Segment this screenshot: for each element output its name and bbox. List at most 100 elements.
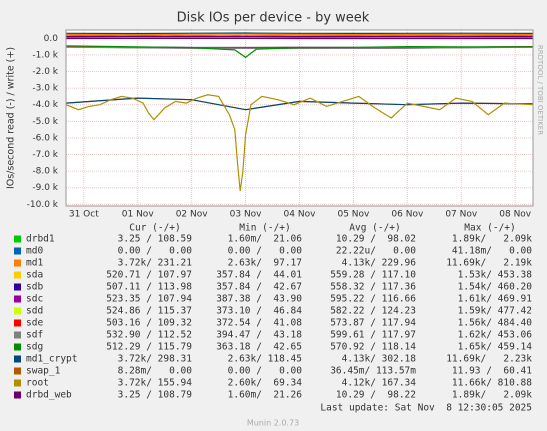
series-line xyxy=(65,94,534,192)
legend-name: drbd_web xyxy=(26,390,72,401)
legend-swatch xyxy=(14,391,21,399)
y-tick-label: -1.0 k xyxy=(32,50,58,60)
y-tick-label: -4.0 k xyxy=(32,100,58,110)
legend-swatch xyxy=(14,379,21,387)
legend-value: 507.11 / 113.98 xyxy=(106,282,192,293)
y-tick-label: -7.0 k xyxy=(32,150,58,160)
y-tick-label: -3.0 k xyxy=(32,84,58,94)
legend-value: 503.16 / 109.32 xyxy=(106,318,192,329)
y-tick-label: -10.0 k xyxy=(27,200,59,210)
side-label: RRDTOOL / TOBI OETIKER xyxy=(536,45,544,135)
legend-value: 10.29 / 98.02 xyxy=(336,234,416,245)
legend-value: 532.90 / 112.52 xyxy=(106,330,192,341)
legend-value: 1.60m/ 21.06 xyxy=(228,234,303,245)
legend-value: 3.25 / 108.79 xyxy=(118,390,193,401)
legend-name: sdf xyxy=(26,330,43,341)
series-line xyxy=(65,97,534,111)
y-tick-label: -2.0 k xyxy=(32,67,58,77)
legend-value: 4.12k/ 167.34 xyxy=(342,378,417,389)
legend-value: 4.13k/ 229.96 xyxy=(342,258,417,269)
legend-header: Avg (-/+) xyxy=(349,223,400,234)
series-line xyxy=(65,46,534,49)
y-tick-label: -9.0 k xyxy=(32,183,58,193)
legend-value: 570.92 / 118.14 xyxy=(330,342,416,353)
legend-value: 595.22 / 116.66 xyxy=(330,294,416,305)
y-tick-label: -5.0 k xyxy=(32,117,58,127)
legend-swatch xyxy=(14,355,21,363)
legend-value: 558.32 / 117.36 xyxy=(330,282,416,293)
legend-name: md1_crypt xyxy=(26,354,77,365)
x-tick-label: 01 Nov xyxy=(122,210,155,220)
legend-value: 2.63k/ 118.45 xyxy=(228,354,302,365)
y-axis-label: IOs/second read (-) / write (+) xyxy=(6,47,17,189)
legend-value: 363.18 / 42.65 xyxy=(216,342,302,353)
legend-header: Max (-/+) xyxy=(464,223,515,234)
legend-value: 11.69k/ 2.19k xyxy=(446,258,532,269)
legend-swatch xyxy=(14,295,21,303)
legend-value: 524.86 / 115.37 xyxy=(106,306,192,317)
legend-name: sdc xyxy=(26,294,43,305)
x-tick-label: 07 Nov xyxy=(445,210,478,220)
legend-value: 11.66k/ 810.88 xyxy=(452,378,532,389)
legend-value: 373.10 / 46.84 xyxy=(216,306,302,317)
legend-value: 41.18m/ 0.00 xyxy=(452,246,532,257)
y-tick-label: -6.0 k xyxy=(32,133,58,143)
x-tick-label: 03 Nov xyxy=(230,210,263,220)
legend-name: sdg xyxy=(26,342,43,353)
legend-value: 523.35 / 107.94 xyxy=(106,294,192,305)
legend-value: 1.56k/ 484.40 xyxy=(458,318,533,329)
x-tick-label: 05 Nov xyxy=(337,210,370,220)
legend-value: 1.89k/ 2.09k xyxy=(452,234,532,245)
legend-value: 3.72k/ 231.21 xyxy=(118,258,193,269)
legend-value: 3.25 / 108.59 xyxy=(118,234,193,245)
legend-swatch xyxy=(14,235,21,243)
legend-header: Min (-/+) xyxy=(239,223,290,234)
legend-swatch xyxy=(14,271,21,279)
legend-value: 0.00 / 0.00 xyxy=(228,366,303,377)
legend-value: 1.59k/ 477.42 xyxy=(458,306,532,317)
series-line xyxy=(65,45,534,59)
legend-header: Cur (-/+) xyxy=(129,223,180,234)
legend-value: 2.63k/ 97.17 xyxy=(228,258,302,269)
legend-value: 36.45m/ 113.57m xyxy=(330,366,416,377)
x-tick-label: 04 Nov xyxy=(284,210,317,220)
legend-name: root xyxy=(26,378,49,389)
legend-value: 0.00 / 0.00 xyxy=(118,246,193,257)
last-update: Last update: Sat Nov 8 12:30:05 2025 xyxy=(320,403,532,414)
legend-value: 372.54 / 41.08 xyxy=(216,318,302,329)
legend-value: 8.28m/ 0.00 xyxy=(118,366,193,377)
legend-value: 1.60m/ 21.26 xyxy=(228,390,303,401)
legend-value: 4.13k/ 302.18 xyxy=(342,354,417,365)
legend-swatch xyxy=(14,283,21,291)
x-tick-label: 02 Nov xyxy=(176,210,209,220)
legend-value: 573.87 / 117.94 xyxy=(330,318,416,329)
legend-value: 582.22 / 124.23 xyxy=(330,306,416,317)
legend-value: 387.38 / 43.90 xyxy=(216,294,302,305)
legend-value: 11.69k/ 2.23k xyxy=(446,354,532,365)
legend-name: sda xyxy=(26,270,43,281)
x-tick-label: 08 Nov xyxy=(499,210,532,220)
legend-value: 0.00 / 0.00 xyxy=(228,246,303,257)
legend-value: 394.47 / 43.18 xyxy=(216,330,302,341)
series-line xyxy=(65,32,534,35)
legend-name: drbd1 xyxy=(26,234,55,245)
legend-value: 1.54k/ 460.20 xyxy=(458,282,533,293)
legend-swatch xyxy=(14,319,21,327)
legend-value: 357.84 / 42.67 xyxy=(216,282,302,293)
legend-value: 1.61k/ 469.91 xyxy=(458,294,533,305)
legend-value: 3.72k/ 155.94 xyxy=(118,378,193,389)
legend-value: 1.65k/ 459.14 xyxy=(458,342,533,353)
legend-value: 22.22u/ 0.00 xyxy=(336,246,416,257)
legend-value: 2.60k/ 69.34 xyxy=(228,378,303,389)
legend-value: 520.71 / 107.97 xyxy=(106,270,192,281)
legend-value: 1.62k/ 453.06 xyxy=(458,330,533,341)
legend-value: 10.29 / 98.22 xyxy=(336,390,416,401)
legend-name: sde xyxy=(26,318,43,329)
legend-value: 3.72k/ 298.31 xyxy=(118,354,193,365)
legend-value: 1.89k/ 2.09k xyxy=(452,390,532,401)
legend-swatch xyxy=(14,331,21,339)
x-tick-label: 06 Nov xyxy=(391,210,424,220)
legend-value: 357.84 / 44.01 xyxy=(216,270,302,281)
legend-value: 11.93 / 60.41 xyxy=(452,366,532,377)
